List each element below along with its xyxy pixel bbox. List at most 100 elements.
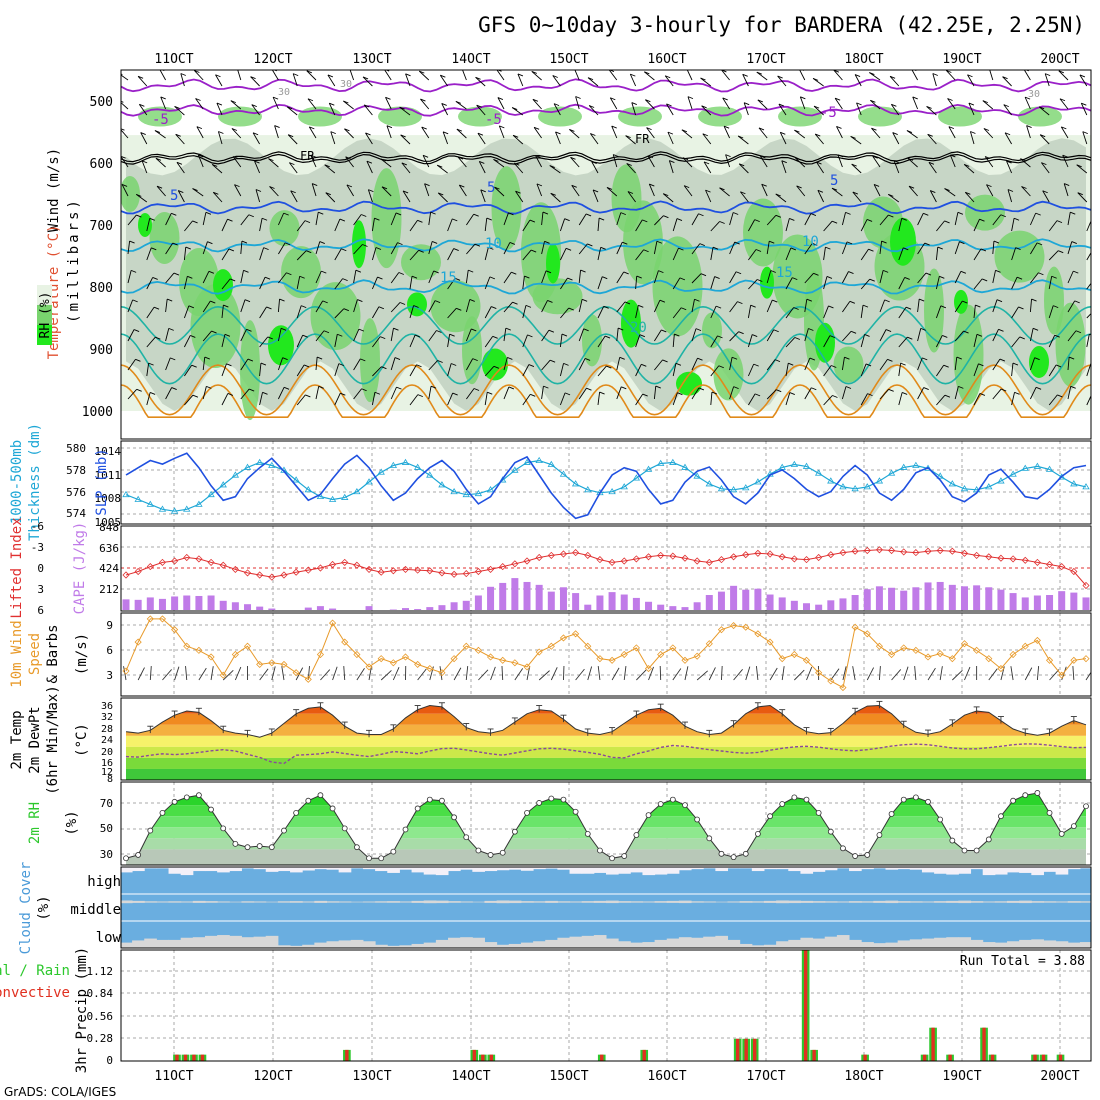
cloud-low-bar	[496, 944, 510, 948]
wind10m-point	[973, 646, 981, 654]
wind-barb-flag	[279, 298, 285, 302]
wind-barb-flag	[1031, 298, 1037, 302]
cape-bar	[1021, 597, 1029, 610]
cloud-low-bar	[788, 939, 801, 948]
series	[122, 452, 1090, 520]
wind-barb-flag	[568, 307, 574, 311]
rh-point	[524, 809, 530, 816]
thickness-point	[426, 471, 434, 478]
wind-barb-flag	[475, 76, 481, 80]
rh-point	[694, 816, 701, 823]
wind-barb-flag	[474, 243, 481, 247]
wind10m-panel: 9 6 3 10m Wind Speed & Barbs (m/s)	[9, 612, 1092, 697]
wind-barb	[480, 189, 486, 203]
wind-barb-flag	[322, 300, 328, 304]
wind-barb	[221, 363, 227, 377]
wind10m-barb	[806, 666, 813, 681]
ylabel-cape: CAPE (J/kg)	[72, 522, 88, 615]
cloud-high-gap	[678, 867, 692, 871]
wind-barb	[497, 97, 505, 110]
wind-barb	[503, 328, 507, 342]
wind-barb-flag	[399, 106, 405, 110]
cloud-low-bar	[520, 942, 534, 948]
rh-patch-bright	[815, 322, 835, 363]
thickness-point	[462, 490, 470, 498]
wind-barb	[662, 193, 674, 203]
wind-barb-flag	[226, 363, 232, 367]
wind-barb	[306, 70, 317, 81]
cloud-high-gap	[121, 867, 133, 873]
wind-barb-flag	[206, 385, 212, 389]
wind-barb-flag	[659, 299, 666, 303]
wind-barb-flag	[492, 335, 498, 339]
wind-barb	[252, 132, 260, 145]
thickness-point	[389, 461, 398, 468]
wind-barb-flag	[870, 99, 876, 103]
li-point	[486, 565, 495, 573]
thickness-point	[511, 466, 519, 473]
wind-barb-flag	[968, 102, 975, 106]
wind-barb-flag	[638, 304, 644, 308]
wind-barb-flag	[139, 103, 145, 107]
thickness-point	[608, 487, 616, 495]
cloud-low-bar	[411, 943, 425, 948]
wind-barb	[729, 241, 736, 255]
wind-barb	[401, 162, 411, 174]
li-point	[997, 554, 1005, 562]
wind-barb-flag	[622, 241, 628, 245]
wind-barb	[1038, 106, 1050, 116]
wind-barb	[278, 272, 287, 284]
cloud-high-gap	[520, 867, 534, 871]
wind-barb	[475, 76, 486, 87]
wind-barb-flag	[170, 357, 176, 361]
wind-barb-flag	[342, 278, 348, 282]
wind-barb-flag	[248, 388, 255, 392]
cape-bar	[645, 601, 653, 610]
cloud-high-gap	[204, 867, 218, 872]
wind-barb	[687, 96, 693, 110]
grid	[121, 950, 1091, 1061]
wind-barb	[1041, 162, 1050, 174]
y-tick-label: 3	[37, 583, 44, 596]
wind-barb	[315, 270, 322, 284]
rh-point	[196, 792, 202, 799]
wind-barb-flag	[937, 246, 943, 250]
wind-barb	[710, 221, 720, 232]
rh-point	[791, 794, 798, 801]
li-point	[414, 566, 422, 574]
wind-barb	[1011, 336, 1021, 348]
li-point	[341, 558, 349, 566]
wind-barb-flag	[424, 183, 430, 187]
wind-barb	[560, 307, 570, 319]
wind-barb-flag	[676, 218, 683, 221]
wind-barb-flag	[472, 358, 478, 362]
wind-barb	[1076, 164, 1088, 174]
wind-barb-flag	[1032, 327, 1039, 331]
cloud-low-bar	[326, 941, 340, 948]
contour-minus-10	[121, 78, 1091, 93]
wind-barb	[710, 335, 718, 348]
wind-barb	[954, 241, 960, 255]
y-tick-label: 0	[37, 562, 44, 575]
wind-barb-flag	[585, 213, 592, 217]
wind-barb	[1067, 357, 1070, 371]
wind-barb-flag	[420, 98, 426, 102]
precip-convective-bar	[803, 950, 808, 1061]
wind-barb	[202, 212, 207, 226]
cloud-mid-gap	[994, 901, 1008, 903]
wind-barb-flag	[1038, 272, 1044, 276]
wind-barb	[259, 247, 265, 261]
wind-barb-flag	[1000, 388, 1007, 392]
wind-barb	[973, 278, 983, 290]
wind-barb	[842, 301, 851, 313]
wind-barb	[860, 248, 869, 261]
wind-barb-flag	[1064, 183, 1070, 186]
wind-barb-flag	[419, 70, 425, 74]
cloud-high-gap	[362, 867, 376, 870]
cloud-low-bar	[763, 944, 777, 948]
precip-panel: 1.12 0.84 0.56 0.28 0 Total / Rain Conve…	[0, 947, 1092, 1073]
wind-barb	[729, 271, 737, 284]
panel-frame	[120, 612, 1092, 697]
wind10m-barb	[636, 669, 647, 681]
cloud-mid-gap	[545, 900, 558, 903]
